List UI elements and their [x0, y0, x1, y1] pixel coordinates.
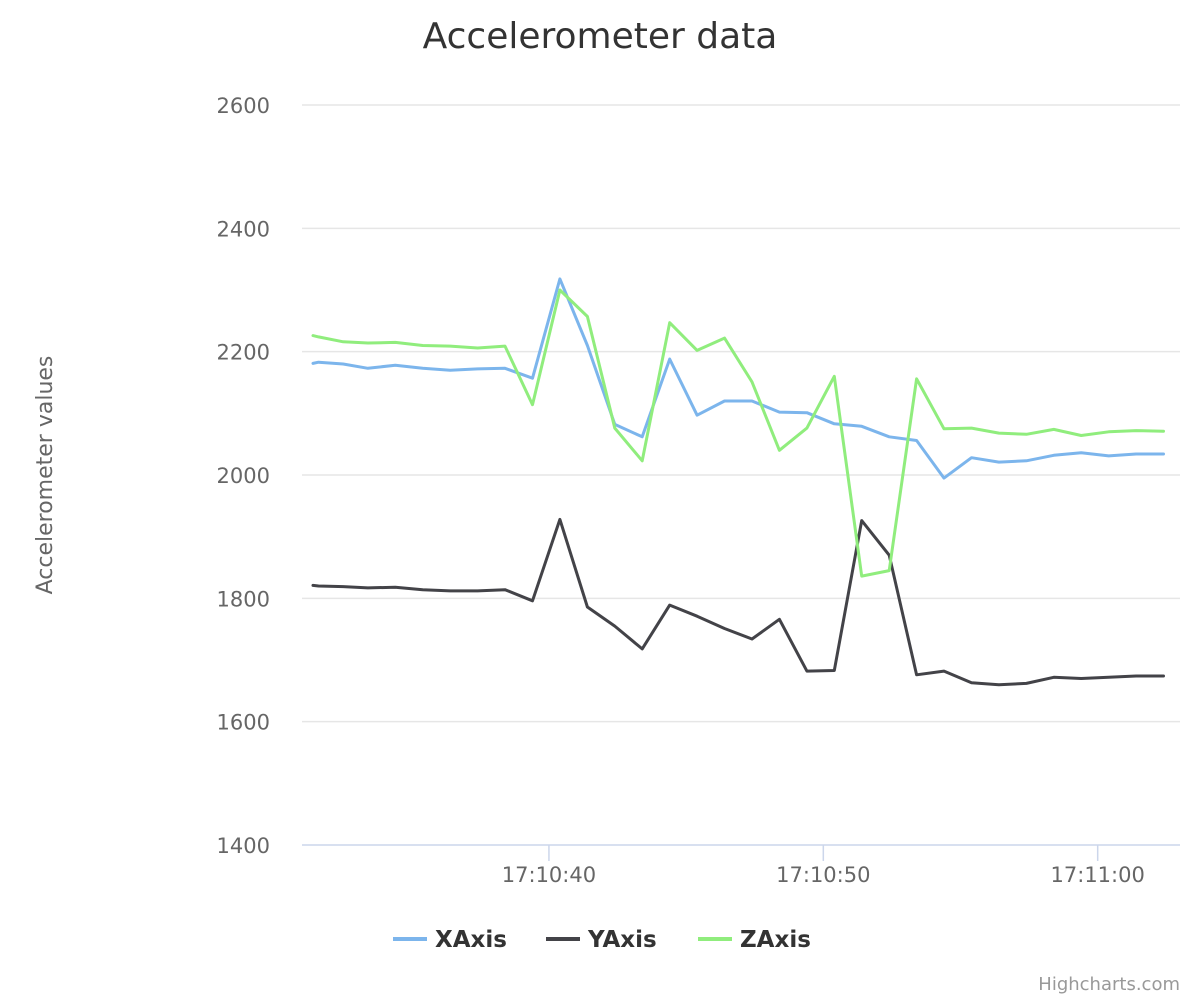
legend-label: ZAxis [740, 927, 811, 953]
legend-label: XAxis [435, 927, 507, 953]
credits-link[interactable]: Highcharts.com [1038, 974, 1180, 995]
legend-item-zaxis[interactable]: ZAxis [698, 927, 811, 953]
y-tick-label: 1600 [217, 711, 270, 735]
legend-item-xaxis[interactable]: XAxis [393, 927, 507, 953]
x-axis: 17:10:40 17:10:50 17:11:00 [302, 844, 1180, 887]
series-lines [311, 277, 1165, 687]
y-tick-label: 1800 [217, 587, 270, 611]
x-tick-label: 17:11:00 [1051, 863, 1145, 887]
y-tick-label: 2200 [217, 341, 270, 365]
y-tick-label: 2400 [217, 217, 270, 241]
series-line-xaxis[interactable] [311, 277, 1165, 480]
x-tick-label: 17:10:40 [502, 863, 596, 887]
chart-title: Accelerometer data [423, 16, 778, 57]
grid-lines [302, 104, 1180, 723]
y-axis-ticks: 1400 1600 1800 2000 2200 2400 2600 [217, 94, 270, 858]
y-tick-label: 2600 [217, 94, 270, 118]
series-line-yaxis[interactable] [311, 517, 1165, 687]
y-tick-label: 1400 [217, 834, 270, 858]
legend-label: YAxis [587, 927, 657, 953]
x-tick-label: 17:10:50 [776, 863, 870, 887]
y-axis-title: Accelerometer values [33, 356, 58, 595]
legend-item-yaxis[interactable]: YAxis [546, 927, 657, 953]
legend: XAxis YAxis ZAxis [393, 927, 811, 953]
y-tick-label: 2000 [217, 464, 270, 488]
series-line-zaxis[interactable] [311, 288, 1165, 578]
